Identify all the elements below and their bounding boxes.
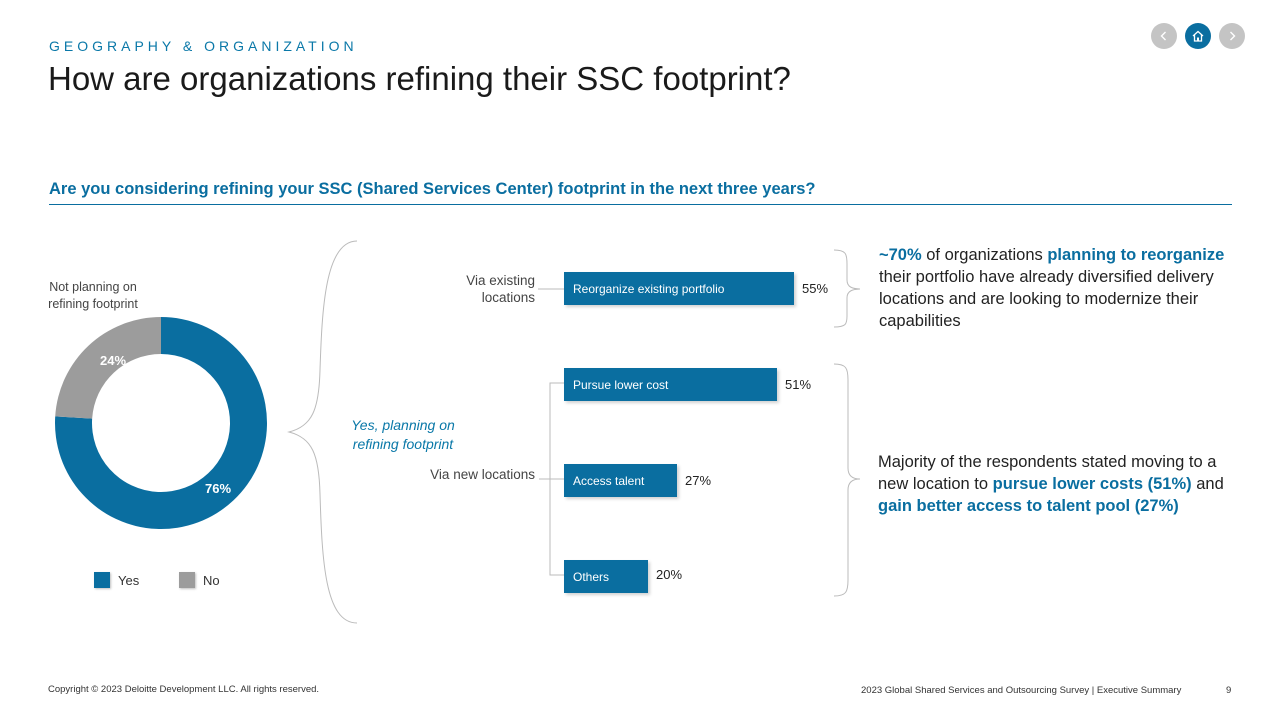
insight-existing-stat: ~70%: [879, 246, 922, 264]
next-button[interactable]: [1219, 23, 1245, 49]
chevron-right-icon: [1230, 31, 1236, 41]
bar-reorganize-existing-portfolio: Reorganize existing portfolio: [564, 272, 794, 305]
home-button[interactable]: [1185, 23, 1211, 49]
page-number: 9: [1226, 685, 1232, 696]
insight-new-highlight-1: pursue lower costs (51%): [992, 475, 1192, 493]
group-label-new: Via new locations: [430, 467, 535, 482]
insight-existing: ~70% of organizations planning to reorga…: [879, 244, 1239, 332]
yes-branch-label: Yes, planning on refining footprint: [351, 417, 455, 452]
question-divider: [49, 204, 1232, 205]
donut-slice-yes: [54, 317, 267, 529]
legend-item-no: No: [179, 572, 220, 588]
right-brace-new: [833, 363, 860, 597]
insight-new: Majority of the respondents stated movin…: [878, 451, 1238, 517]
legend-swatch-no: [179, 572, 195, 588]
bar-value-access-talent: 27%: [685, 473, 712, 488]
insight-new-highlight-2: gain better access to talent pool (27%): [878, 497, 1179, 515]
group-label-existing: Via existing locations: [466, 273, 535, 305]
insight-existing-text-2: their portfolio have already diversified…: [879, 268, 1214, 330]
donut-yes-value: 76%: [205, 481, 231, 496]
previous-button[interactable]: [1151, 23, 1177, 49]
donut-no-callout: Not planning on refining footprint: [48, 280, 138, 311]
legend-label-no: No: [203, 572, 220, 588]
bar-access-talent: Access talent: [564, 464, 677, 497]
insight-new-text-2: and: [1191, 475, 1224, 493]
bar-value-reorganize: 55%: [802, 281, 829, 296]
insight-existing-highlight: planning to reorganize: [1047, 246, 1225, 264]
bar-value-others: 20%: [656, 567, 683, 582]
home-icon: [1192, 30, 1204, 42]
donut-no-value: 24%: [100, 353, 126, 368]
legend-swatch-yes: [94, 572, 110, 588]
right-brace-existing: [833, 249, 860, 328]
copyright-notice: Copyright © 2023 Deloitte Development LL…: [48, 684, 320, 695]
legend-label-yes: Yes: [118, 572, 140, 588]
legend-item-yes: Yes: [94, 572, 139, 588]
page-title: How are organizations refining their SSC…: [48, 60, 791, 97]
bar-value-pursue-lower-cost: 51%: [785, 377, 812, 392]
connector-lines: [287, 240, 860, 624]
section-eyebrow: GEOGRAPHY & ORGANIZATION: [49, 38, 358, 54]
donut-chart: 24% 76%: [54, 317, 267, 529]
insight-new-text-1: Majority of the respondents stated movin…: [878, 453, 1217, 493]
survey-question: Are you considering refining your SSC (S…: [49, 180, 816, 198]
insight-existing-text-1: of organizations: [921, 246, 1048, 264]
footer-source: 2023 Global Shared Services and Outsourc…: [861, 685, 1182, 696]
large-brace: [287, 240, 358, 624]
bar-pursue-lower-cost: Pursue lower cost: [564, 368, 777, 401]
chevron-left-icon: [1160, 31, 1166, 41]
bar-others: Others: [564, 560, 648, 593]
donut-slice-no: [55, 317, 161, 419]
